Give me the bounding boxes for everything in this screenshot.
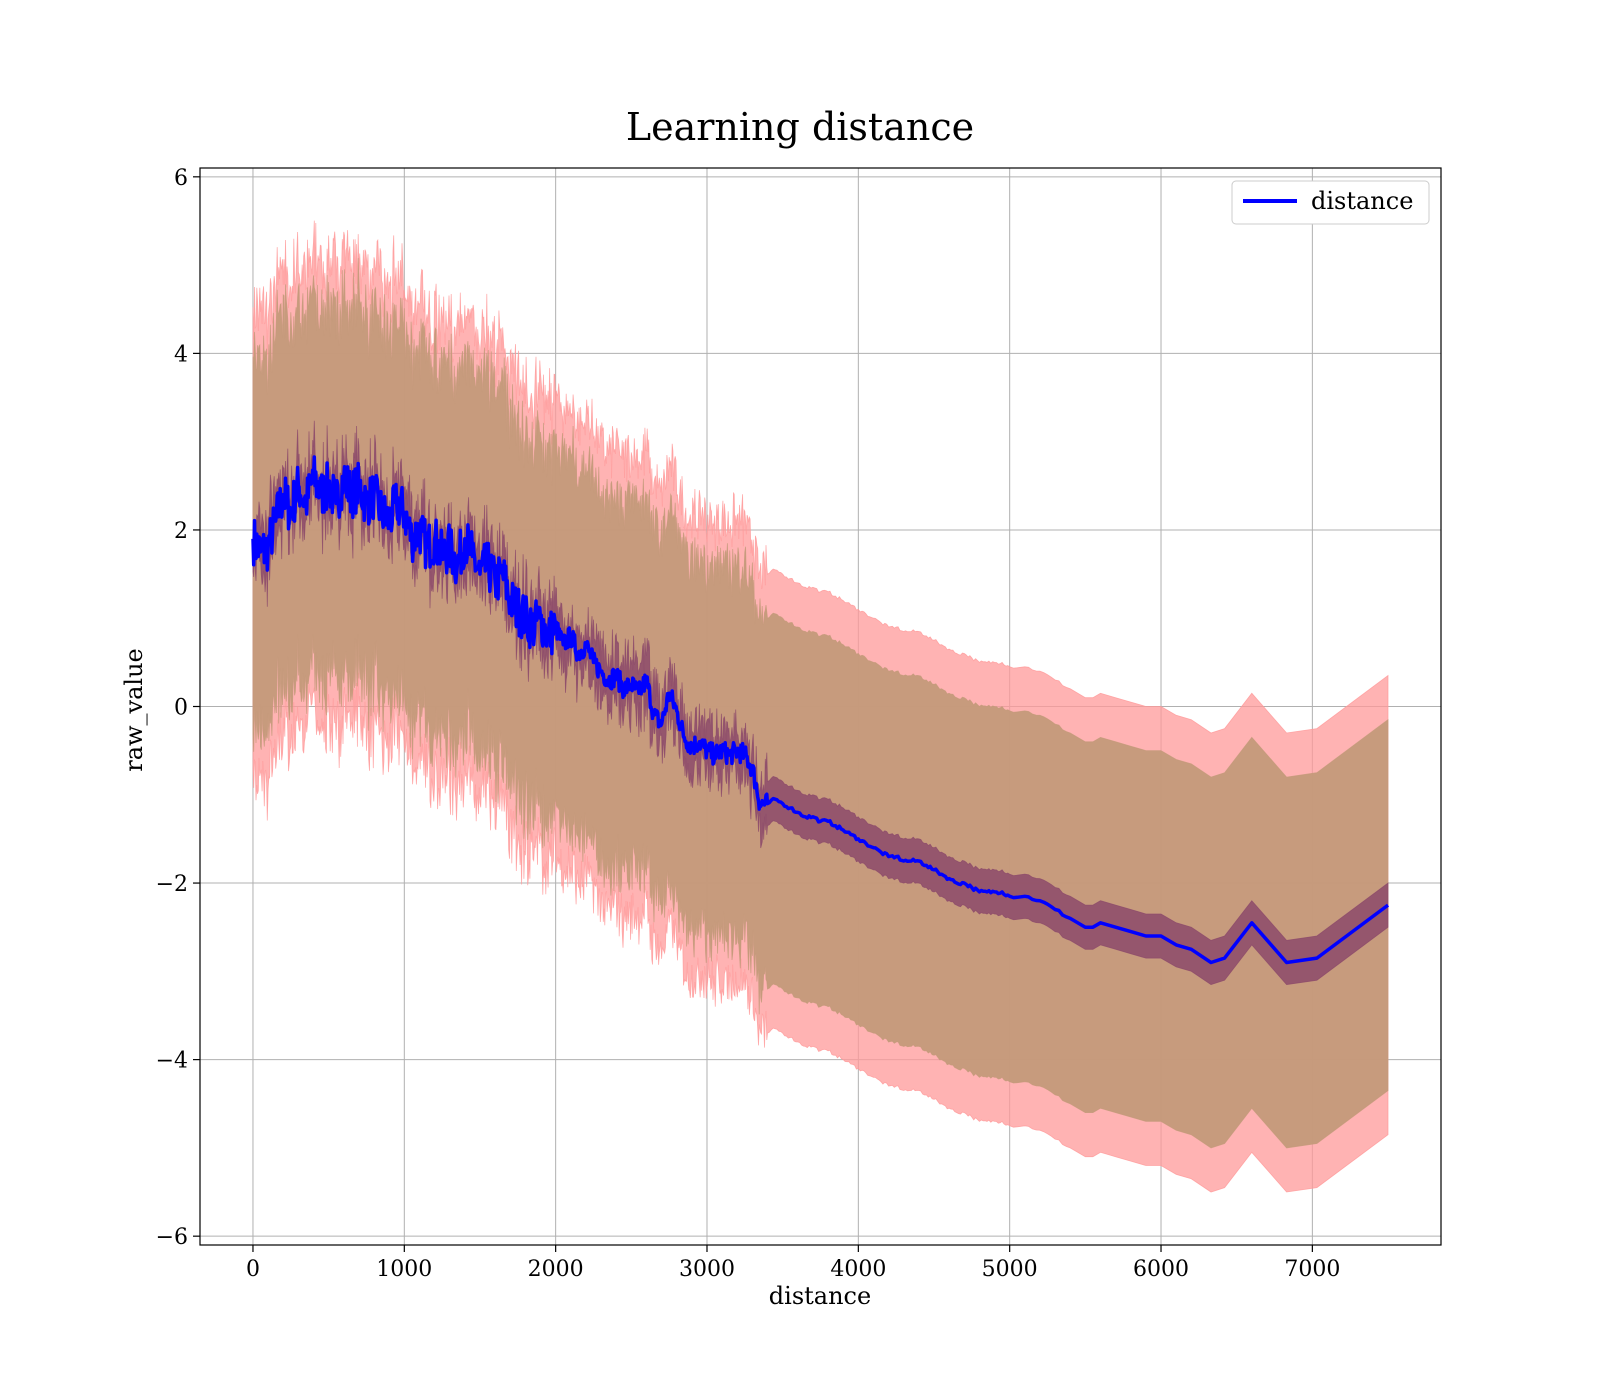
x-tick-label: 5000	[982, 1257, 1038, 1282]
y-tick-label: 0	[174, 696, 188, 721]
y-tick-label: −4	[156, 1049, 188, 1074]
legend-label-distance: distance	[1311, 187, 1413, 215]
y-tick-label: 6	[174, 166, 188, 191]
y-tick-label: −2	[156, 872, 188, 897]
x-tick-label: 2000	[528, 1257, 584, 1282]
y-tick-label: −6	[156, 1225, 188, 1250]
x-axis-label: distance	[769, 1282, 871, 1310]
x-tick-label: 7000	[1284, 1257, 1340, 1282]
y-axis-ticks: −6 −4 −2 0 2 4 6	[156, 166, 200, 1250]
x-tick-label: 3000	[679, 1257, 735, 1282]
y-tick-label: 2	[174, 519, 188, 544]
series-lines	[251, 455, 1390, 965]
x-tick-label: 6000	[1133, 1257, 1189, 1282]
x-tick-label: 0	[246, 1257, 260, 1282]
chart-title: Learning distance	[626, 105, 974, 149]
x-tick-label: 1000	[376, 1257, 432, 1282]
legend-box	[1231, 180, 1430, 225]
x-tick-label: 4000	[830, 1257, 886, 1282]
series-line-distance	[251, 455, 1390, 965]
legend: distance	[1231, 180, 1430, 225]
y-tick-label: 4	[174, 342, 188, 367]
inner-band	[252, 420, 1389, 986]
y-axis-label: raw_value	[120, 648, 148, 772]
x-axis-ticks: 0 1000 2000 3000 4000 5000 6000 7000	[246, 1245, 1340, 1282]
